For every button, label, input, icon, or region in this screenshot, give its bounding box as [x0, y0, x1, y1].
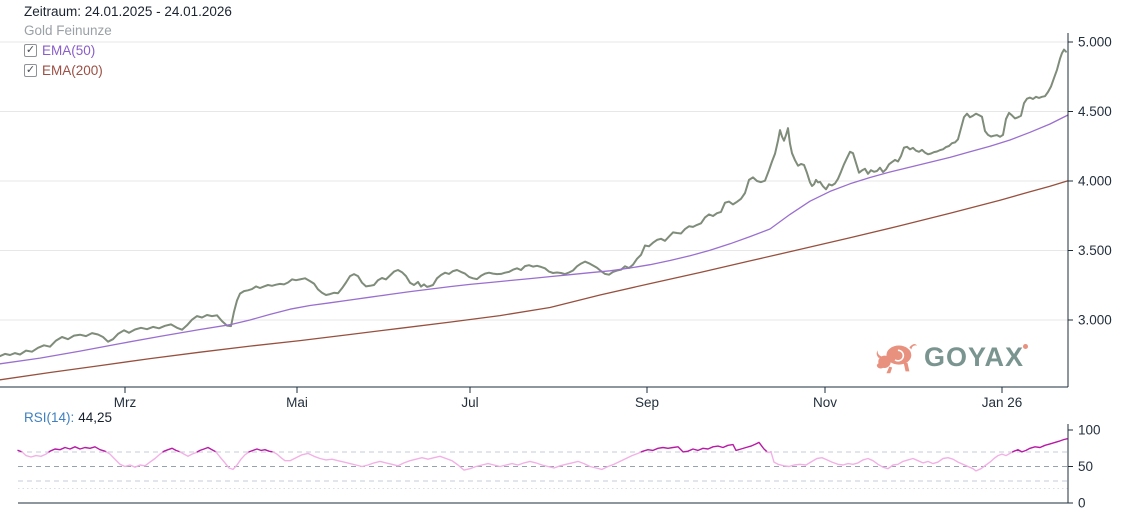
- rsi-series-segment: [248, 448, 274, 453]
- y-tick-label: 3.000: [1078, 313, 1112, 328]
- price-plot[interactable]: 5.000 4.500 4.000 3.500 3.000 Mrz Mai Jul Sep Nov…: [0, 33, 1112, 410]
- y-tick-label: 5.000: [1078, 35, 1112, 50]
- y-tick-label: 4.500: [1078, 104, 1112, 119]
- rsi-series-segment: [105, 451, 164, 468]
- x-tick-label: Mrz: [114, 395, 137, 410]
- x-tick-label: Jul: [461, 395, 478, 410]
- x-tick-label: Mai: [286, 395, 308, 410]
- series-ema-200-: [0, 180, 1069, 381]
- y-tick-label: 4.000: [1078, 174, 1112, 189]
- rsi-series-segment: [1012, 438, 1068, 453]
- rsi-series-segment: [17, 449, 23, 453]
- ema200-checkbox[interactable]: ✓: [24, 64, 37, 77]
- goyax-logo: GOYAX: [874, 337, 1029, 377]
- rsi-series-segment: [272, 451, 642, 471]
- rsi-series-segment: [162, 447, 181, 453]
- ema50-label[interactable]: EMA(50): [42, 43, 96, 58]
- y-tick-label: 100: [1078, 423, 1101, 438]
- rsi-series-segment: [179, 451, 198, 457]
- x-tick-label: Jan 26: [982, 395, 1023, 410]
- rsi-header: RSI(14): 44,25: [24, 410, 112, 425]
- logo-dot: [1023, 344, 1029, 349]
- y-tick-label: 50: [1078, 459, 1093, 474]
- period-label: Zeitraum: 24.01.2025 - 24.01.2026: [24, 4, 232, 19]
- bull-icon: [876, 343, 918, 374]
- x-tick-label: Sep: [635, 395, 659, 410]
- ema50-toggle[interactable]: ✓ EMA(50): [24, 42, 95, 59]
- instrument-label: Gold Feinunze: [24, 23, 112, 38]
- logo-text: GOYAX: [924, 337, 1029, 377]
- y-tick-label: 3.500: [1078, 243, 1112, 258]
- rsi-series-segment: [770, 451, 1014, 472]
- y-tick-label: 0: [1078, 496, 1086, 511]
- rsi-series-segment: [766, 451, 772, 454]
- rsi-series-segment: [196, 446, 217, 453]
- rsi-series-segment: [640, 441, 768, 453]
- ema200-label[interactable]: EMA(200): [42, 63, 103, 78]
- ema200-toggle[interactable]: ✓ EMA(200): [24, 62, 103, 79]
- rsi-indicator-name: RSI(14):: [24, 410, 75, 425]
- x-tick-label: Nov: [813, 395, 837, 410]
- rsi-series-segment: [215, 451, 250, 471]
- rsi-series-segment: [21, 451, 50, 458]
- rsi-current-value: 44,25: [78, 410, 113, 425]
- series-ema-50-: [0, 114, 1069, 365]
- rsi-series-segment: [48, 446, 107, 453]
- ema50-checkbox[interactable]: ✓: [24, 44, 37, 57]
- rsi-plot[interactable]: 100 50 0: [17, 423, 1101, 511]
